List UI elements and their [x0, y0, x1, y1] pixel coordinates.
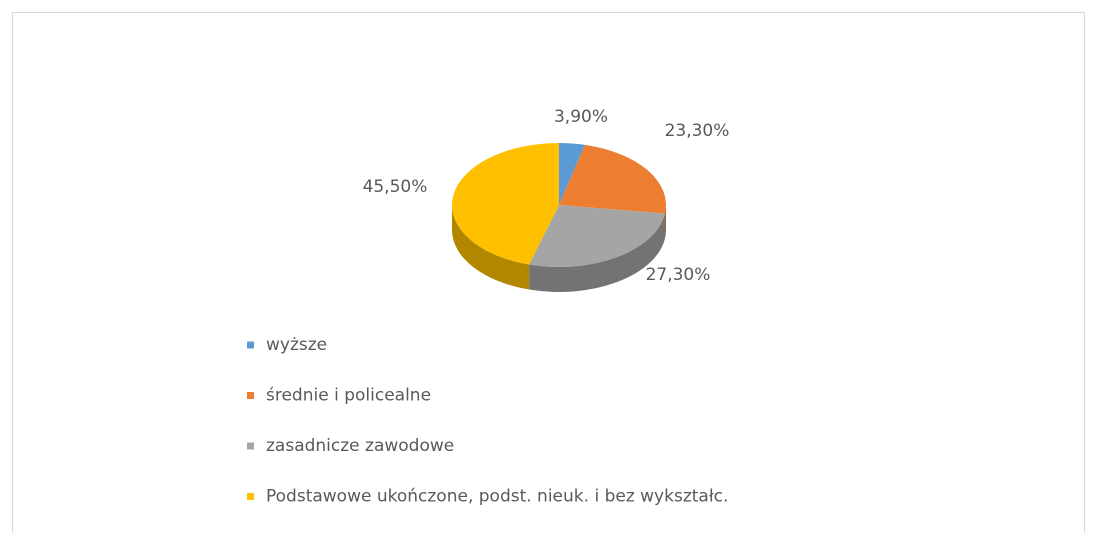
legend-swatch	[247, 442, 254, 450]
legend-swatch	[247, 493, 254, 500]
data-label: 45,50%	[363, 177, 428, 197]
legend-label: średnie i policealne	[266, 386, 431, 406]
pie-slice	[529, 205, 665, 267]
legend-label: Podstawowe ukończone, podst. nieuk. i be…	[266, 487, 728, 507]
pie-slice	[559, 143, 585, 205]
data-label: 27,30%	[646, 265, 711, 285]
legend-swatch	[247, 392, 254, 399]
data-label: 23,30%	[665, 121, 730, 141]
legend-label: wyższe	[266, 335, 327, 355]
legend-swatch	[247, 341, 254, 349]
legend-label: zasadnicze zawodowe	[266, 436, 454, 456]
data-label: 3,90%	[554, 107, 608, 127]
pie-side	[529, 213, 665, 293]
pie-slice	[452, 143, 559, 265]
pie-side	[452, 205, 530, 290]
pie-side	[664, 205, 666, 239]
pie-slice	[559, 144, 666, 214]
